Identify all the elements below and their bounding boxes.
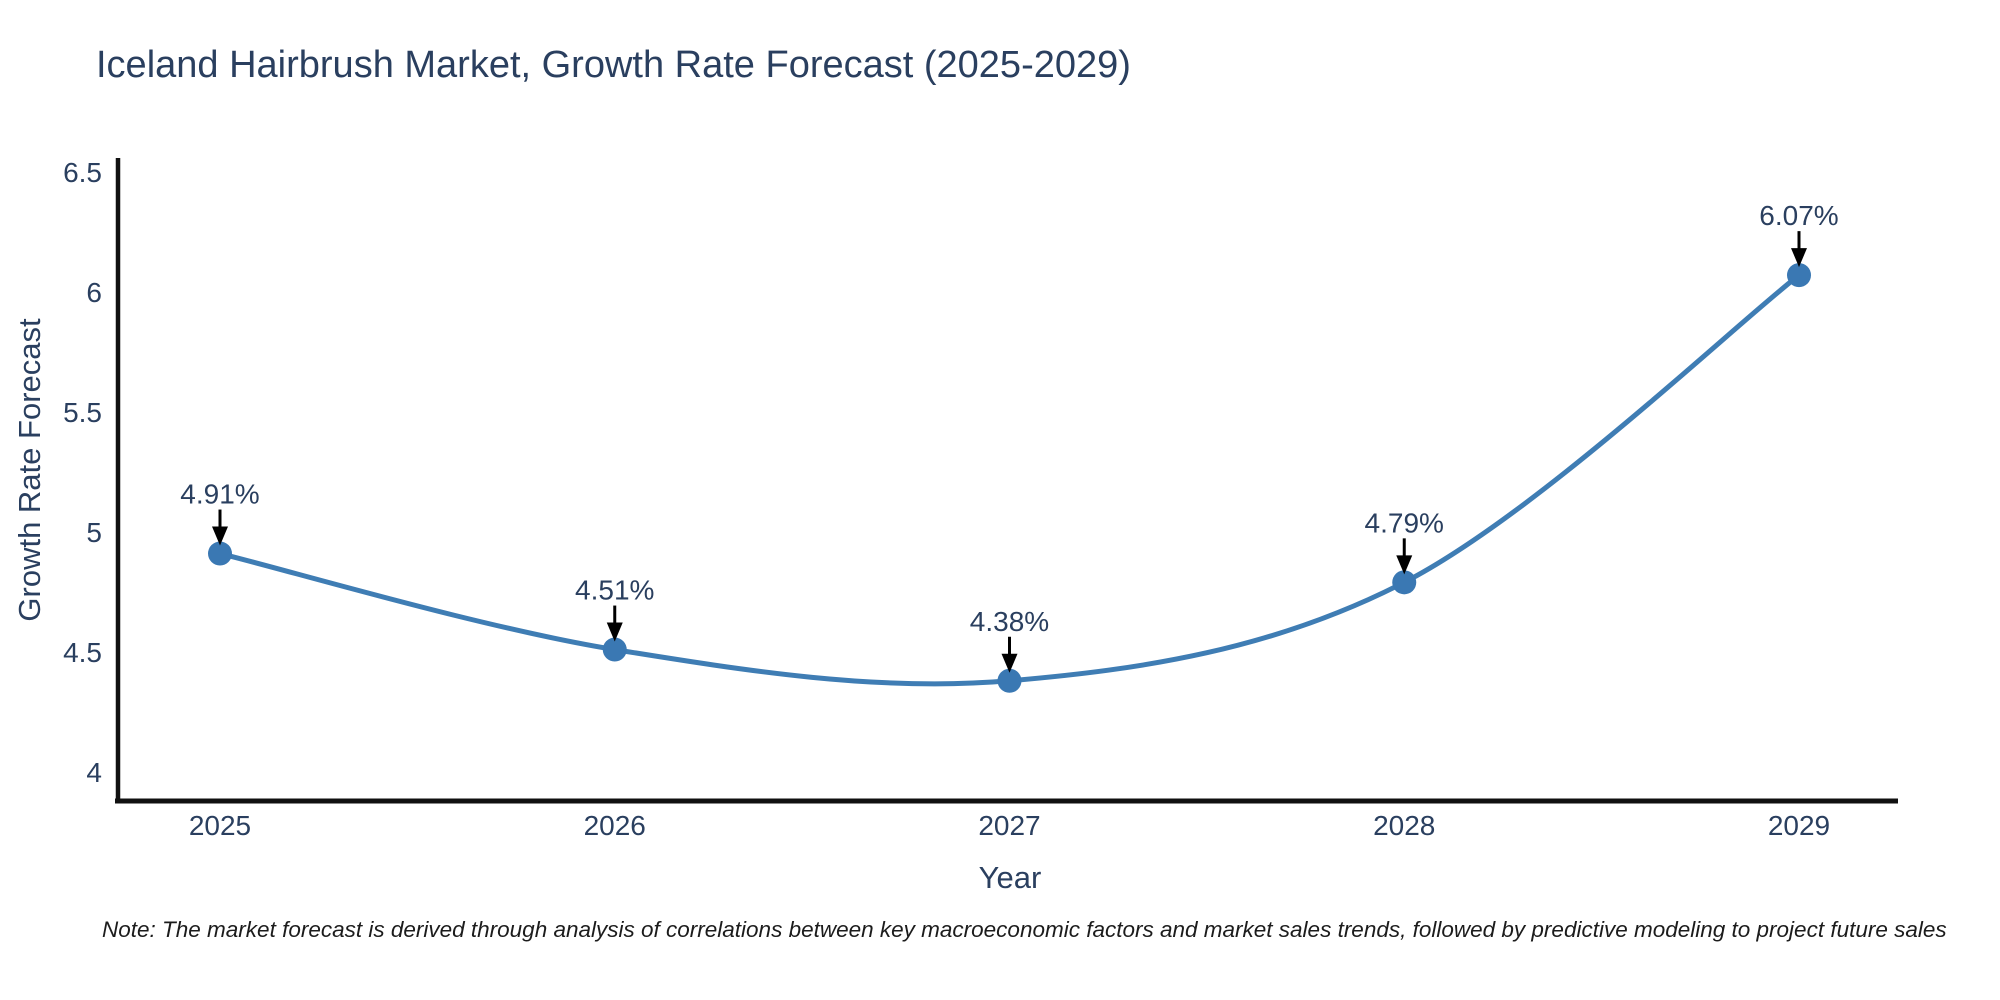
data-point [208,541,232,566]
y-tick-label: 6.5 [63,157,102,188]
y-tick-label: 5 [86,517,102,548]
x-tick-label: 2028 [1373,810,1435,841]
annotation-label: 4.38% [970,606,1049,637]
y-tick-label: 6 [86,277,102,308]
footnote: Note: The market forecast is derived thr… [102,917,1947,942]
annotation-arrowhead [1396,555,1413,575]
data-point [1392,570,1417,595]
annotation-arrowhead [606,622,623,642]
annotation-arrowhead [1001,653,1018,673]
x-tick-label: 2026 [584,810,646,841]
x-tick-label: 2027 [978,810,1040,841]
annotation-arrowhead [1791,248,1807,268]
data-point [602,637,627,662]
y-tick-label: 4.5 [63,637,102,668]
annotation-label: 4.91% [180,479,259,510]
data-point [1787,263,1811,288]
y-axis-title-text: Growth Rate Forecast [12,318,47,622]
y-tick-label: 4 [86,757,102,788]
data-point [997,668,1022,693]
annotation-label: 6.07% [1759,200,1838,231]
chart-title: Iceland Hairbrush Market, Growth Rate Fo… [96,44,1131,86]
x-axis-title: Year [978,860,1042,895]
annotation-label: 4.79% [1365,507,1444,538]
x-tick-label: 2025 [189,810,251,841]
x-tick-label: 2029 [1768,810,1830,841]
y-tick-label: 5.5 [63,397,102,428]
annotation-arrowhead [212,526,228,546]
annotation-label: 4.51% [575,575,654,606]
